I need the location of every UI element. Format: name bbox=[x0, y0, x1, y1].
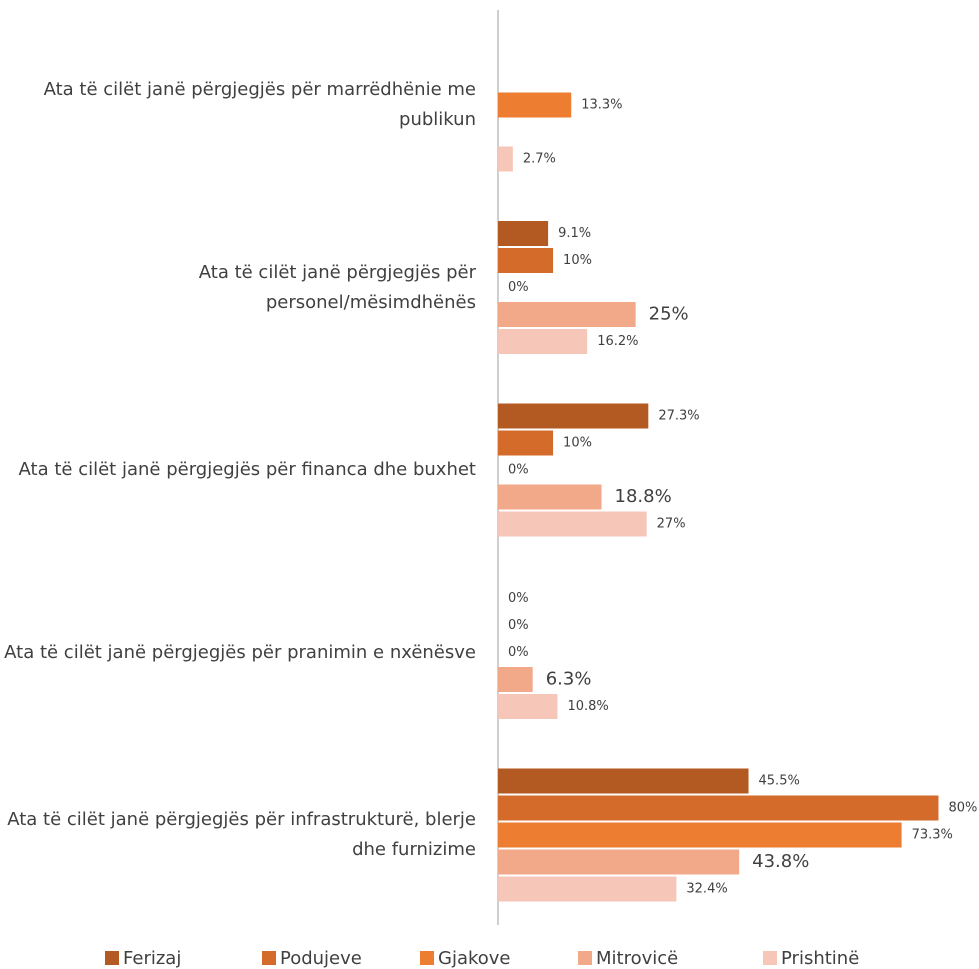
data-label: 9.1% bbox=[558, 226, 591, 241]
bar bbox=[498, 92, 572, 118]
bar bbox=[498, 511, 647, 537]
bar bbox=[498, 795, 939, 821]
data-label: 13.3% bbox=[581, 98, 622, 113]
bar bbox=[498, 430, 554, 456]
bar bbox=[498, 822, 902, 848]
data-label: 80% bbox=[948, 801, 977, 816]
bar bbox=[498, 248, 554, 273]
category-label: Ata të cilët janë përgjegjës për marrëdh… bbox=[43, 79, 476, 130]
bar bbox=[498, 849, 740, 875]
category-label: Ata të cilët janë përgjegjës për financa… bbox=[18, 459, 476, 480]
data-label: 0% bbox=[508, 618, 529, 633]
data-label: 10% bbox=[563, 436, 592, 451]
bar bbox=[498, 221, 549, 246]
legend-label: Gjakove bbox=[438, 948, 511, 969]
bar bbox=[498, 768, 749, 794]
data-label: 0% bbox=[508, 463, 529, 478]
data-label: 6.3% bbox=[546, 669, 592, 690]
legend-label: Mitrovicë bbox=[596, 948, 678, 969]
category-label: Ata të cilët janë përgjegjës për pranimi… bbox=[4, 641, 476, 663]
data-label: 0% bbox=[508, 280, 529, 295]
category-label: Ata të cilët janë përgjegjës për persone… bbox=[198, 261, 476, 313]
legend-swatch bbox=[578, 951, 592, 965]
data-label: 27% bbox=[657, 517, 686, 532]
bar bbox=[498, 329, 588, 354]
category-label: Ata të cilët janë përgjegjës për infrast… bbox=[7, 809, 476, 860]
legend-label: Podujeve bbox=[280, 948, 362, 969]
bar bbox=[498, 876, 677, 902]
data-label: 43.8% bbox=[752, 851, 809, 872]
data-label: 10% bbox=[563, 253, 592, 268]
legend-swatch bbox=[763, 951, 777, 965]
legend-label: Prishtinë bbox=[781, 948, 859, 969]
legend-label: Ferizaj bbox=[123, 948, 181, 969]
bar bbox=[498, 484, 602, 510]
legend-swatch bbox=[262, 951, 276, 965]
data-label: 0% bbox=[508, 645, 529, 660]
data-label: 0% bbox=[508, 591, 529, 606]
bar bbox=[498, 694, 558, 719]
bar bbox=[498, 302, 636, 327]
bar bbox=[498, 403, 649, 429]
legend-swatch bbox=[420, 951, 434, 965]
data-label: 2.7% bbox=[523, 152, 556, 167]
data-label: 73.3% bbox=[912, 828, 953, 843]
data-label: 16.2% bbox=[597, 334, 638, 349]
data-label: 10.8% bbox=[567, 699, 608, 714]
data-label: 32.4% bbox=[686, 882, 727, 897]
data-label: 45.5% bbox=[759, 774, 800, 789]
data-label: 27.3% bbox=[658, 409, 699, 424]
bar bbox=[498, 146, 513, 172]
bar bbox=[498, 667, 533, 692]
data-label: 25% bbox=[649, 304, 689, 325]
data-label: 18.8% bbox=[615, 486, 672, 507]
legend-swatch bbox=[105, 951, 119, 965]
